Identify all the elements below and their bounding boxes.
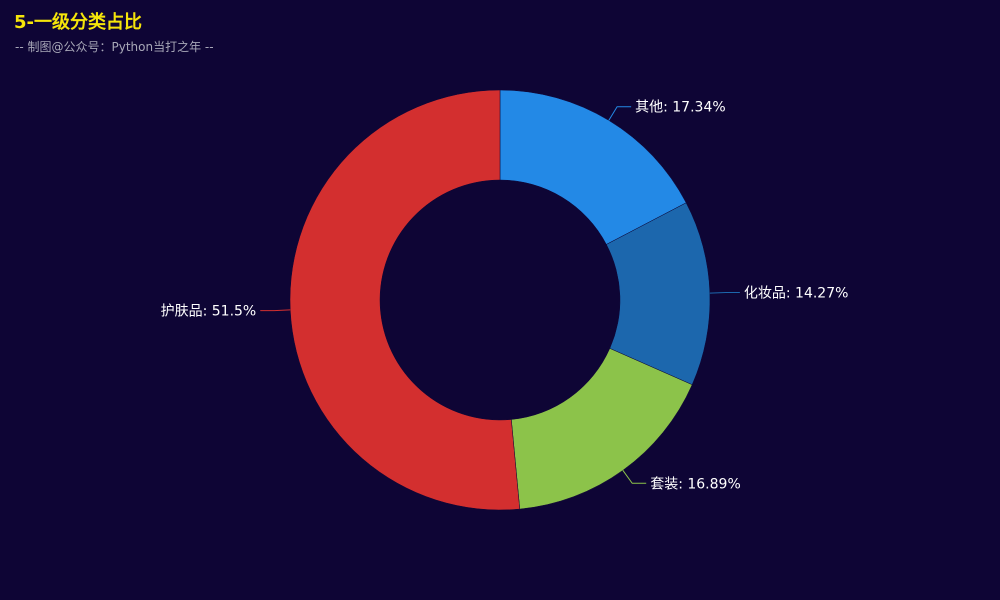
leader-line-2 — [622, 470, 647, 484]
slice-label-1: 化妆品: 14.27% — [744, 286, 849, 302]
slice-2[interactable] — [511, 348, 693, 510]
chart-subtitle: -- 制图@公众号：Python当打之年 -- — [15, 40, 214, 54]
slice-label-0: 其他: 17.34% — [635, 100, 726, 116]
slice-3[interactable] — [289, 89, 521, 511]
leader-line-1 — [709, 292, 740, 294]
slice-label-3: 护肤品: 51.5% — [161, 304, 257, 320]
chart-title: 5-一级分类占比 — [14, 12, 142, 33]
slice-label-2: 套装: 16.89% — [650, 476, 741, 492]
leader-line-3 — [260, 309, 291, 312]
leader-line-0 — [608, 106, 632, 121]
